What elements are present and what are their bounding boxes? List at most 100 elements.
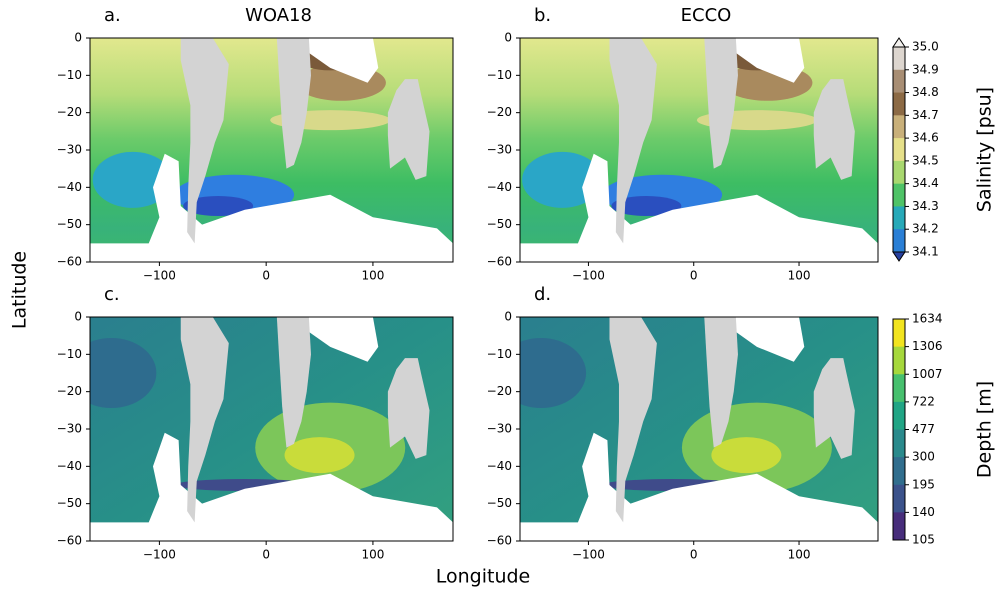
x-tick-label: −100 (143, 548, 176, 562)
panel-label: b. (534, 5, 551, 26)
y-tick-label: −50 (57, 496, 82, 510)
panel-label: c. (104, 284, 120, 305)
field-patch (284, 437, 355, 474)
colorbar-segment (893, 457, 905, 486)
colorbar-segment (893, 512, 905, 541)
y-tick-label: −20 (57, 105, 82, 119)
colorbar-tick-label: 35.0 (912, 40, 939, 54)
field-patch (92, 151, 173, 208)
ocean-mask (298, 317, 379, 362)
x-tick-label: 100 (788, 548, 811, 562)
ocean-mask (520, 432, 878, 541)
map-panel (90, 38, 453, 262)
ocean-mask (725, 38, 805, 83)
field-patch (90, 338, 157, 408)
colorbar-frame (892, 46, 906, 253)
y-tick-label: 0 (504, 310, 512, 324)
land (704, 317, 738, 448)
field-patch (711, 437, 782, 474)
colorbar-tick-label: 34.1 (912, 245, 939, 259)
land (813, 79, 855, 180)
y-tick-label: −40 (487, 459, 512, 473)
x-tick-label: 0 (690, 269, 698, 283)
colorbar-label: Depth [m] (974, 381, 996, 478)
colorbar-segment (893, 401, 905, 430)
colorbar-tick-label: 34.9 (912, 62, 939, 76)
y-tick-label: −60 (57, 534, 82, 548)
y-tick-label: −30 (57, 143, 82, 157)
field-patch (183, 196, 254, 216)
land (387, 358, 430, 459)
colorbar-segment (893, 160, 905, 185)
y-tick-label: −10 (487, 68, 512, 82)
map-panel (90, 317, 453, 541)
land (609, 317, 657, 523)
map-panel (520, 317, 878, 541)
y-tick-label: −40 (57, 180, 82, 194)
colorbar-tick-label: 1007 (912, 367, 943, 381)
x-tick-label: 0 (262, 548, 270, 562)
colorbar-tick-label: 34.2 (912, 222, 939, 236)
colorbar-tick-label: 34.8 (912, 85, 939, 99)
colorbar-tick-label: 34.4 (912, 176, 939, 190)
panel-title: WOA18 (245, 5, 312, 26)
field-patch (522, 151, 603, 208)
panel-title: ECCO (681, 5, 732, 26)
colorbar-extend (892, 37, 906, 48)
ocean-mask (520, 153, 878, 262)
x-tick-label: −100 (572, 269, 605, 283)
y-tick-label: −60 (487, 255, 512, 269)
y-tick-label: −20 (57, 384, 82, 398)
y-tick-label: −60 (57, 255, 82, 269)
colorbar-tick-label: 195 (912, 477, 935, 491)
y-tick-label: −40 (487, 180, 512, 194)
y-tick-label: −10 (57, 68, 82, 82)
y-tick-label: −30 (487, 143, 512, 157)
ocean-mask (298, 38, 379, 83)
y-tick-label: 0 (74, 310, 82, 324)
colorbar-tick-label: 1634 (912, 312, 943, 326)
land (704, 38, 738, 169)
y-tick-label: −60 (487, 534, 512, 548)
colorbar-segment (893, 92, 905, 116)
y-tick-label: 0 (504, 31, 512, 45)
colorbar-segment (893, 115, 905, 139)
y-tick-label: −10 (57, 347, 82, 361)
y-tick-label: −20 (487, 384, 512, 398)
x-tick-label: 100 (788, 269, 811, 283)
colorbar-segment (893, 69, 905, 94)
colorbar-segment (893, 319, 905, 348)
colorbar-tick-label: 477 (912, 422, 935, 436)
colorbar-tick-label: 1306 (912, 339, 943, 353)
colorbar-tick-label: 34.6 (912, 131, 939, 145)
panel-label: d. (534, 284, 551, 305)
land (276, 38, 312, 169)
colorbar-tick-label: 105 (912, 533, 935, 547)
colorbar-tick-label: 722 (912, 394, 935, 408)
x-tick-label: −100 (143, 269, 176, 283)
land (180, 38, 229, 244)
land (609, 38, 657, 244)
land (813, 358, 855, 459)
panel-label: a. (104, 5, 121, 26)
y-tick-label: −10 (487, 347, 512, 361)
colorbar-segment (893, 47, 905, 71)
colorbar-label: Salinity [psu] (974, 87, 996, 212)
colorbar-tick-label: 34.7 (912, 108, 939, 122)
colorbar-segment (893, 484, 905, 513)
y-tick-label: −50 (487, 496, 512, 510)
x-tick-label: 100 (361, 269, 384, 283)
y-tick-label: −50 (57, 217, 82, 231)
land (387, 79, 430, 180)
x-tick-label: −100 (572, 548, 605, 562)
colorbar-segment (893, 229, 905, 253)
y-axis-label: Latitude (9, 251, 31, 329)
colorbar-tick-label: 300 (912, 450, 935, 464)
map-panel (520, 38, 878, 262)
field-patch (520, 338, 587, 408)
x-tick-label: 0 (690, 548, 698, 562)
colorbar-segment (893, 183, 905, 207)
field-patch (611, 196, 682, 216)
ocean-mask (725, 317, 805, 362)
